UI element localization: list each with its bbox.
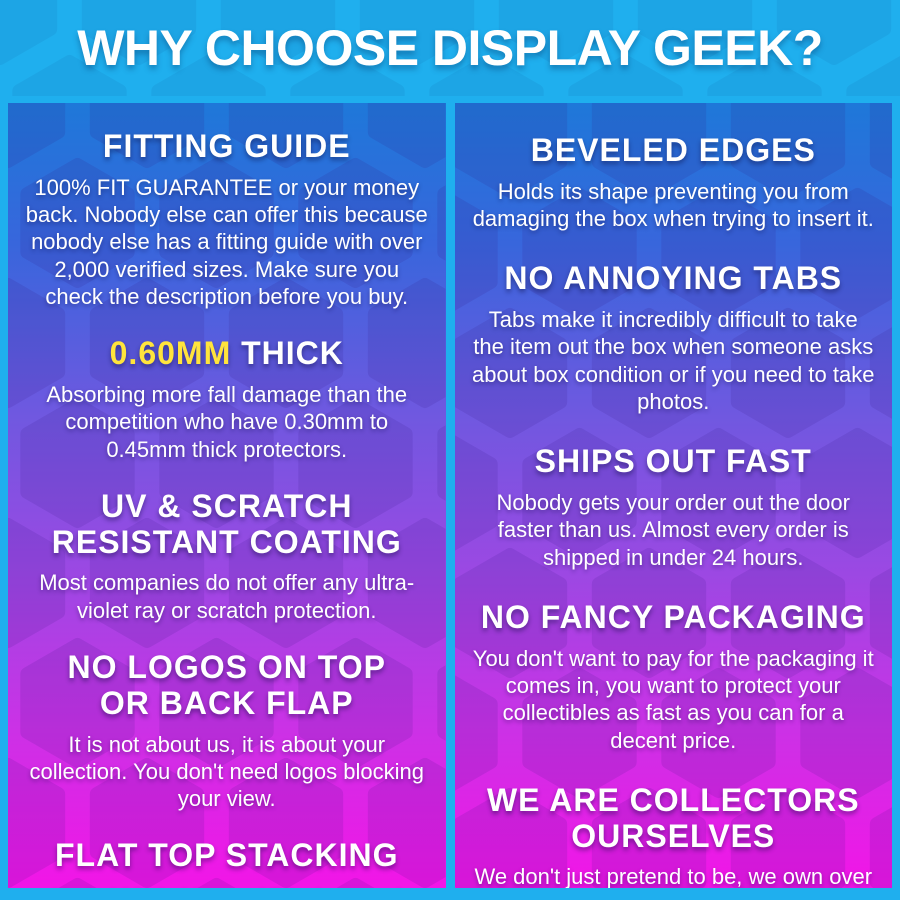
section-heading: SHIPS OUT FAST — [471, 443, 877, 480]
page-title: WHY CHOOSE DISPLAY GEEK? — [77, 20, 823, 76]
title-banner: WHY CHOOSE DISPLAY GEEK? — [0, 0, 900, 96]
section-heading: NO ANNOYING TABS — [471, 260, 877, 297]
section-heading: WE ARE COLLECTORS OURSELVES — [471, 781, 877, 855]
section-no-logos: NO LOGOS ON TOP OR BACK FLAP It is not ab… — [24, 648, 430, 812]
section-heading-line1: UV & SCRATCH — [101, 487, 353, 524]
section-heading-text: NO ANNOYING TABS — [504, 260, 843, 297]
section-heading-line2: RESISTANT COATING — [51, 523, 402, 560]
section-heading-text: BEVELED EDGES — [530, 132, 816, 168]
section-heading: NO FANCY PACKAGING — [471, 598, 877, 636]
thickness-value: 0.60MM — [109, 335, 232, 372]
hexagon-pattern — [8, 103, 446, 888]
section-beveled-edges: BEVELED EDGES Holds its shape preventing… — [471, 132, 877, 232]
section-thickness: 0.60MM THICK Absorbing more fall damage … — [24, 335, 430, 463]
section-heading: FLAT TOP STACKING — [24, 838, 430, 874]
section-no-annoying-tabs: NO ANNOYING TABS Tabs make it incredibly… — [471, 260, 877, 415]
section-heading-text: THICK — [241, 335, 344, 372]
section-ships-out-fast: SHIPS OUT FAST Nobody gets your order ou… — [471, 443, 877, 571]
section-fitting-guide: FITTING GUIDE 100% FIT GUARANTEE or your… — [24, 128, 430, 310]
section-heading-line1: WE ARE COLLECTORS — [486, 781, 860, 818]
section-body: It is not about us, it is about your col… — [29, 731, 424, 812]
section-body: We don't just pretend to be, we own over… — [474, 864, 873, 888]
section-body: No bubbled sides and lids that need resh… — [24, 883, 430, 888]
left-column-content: FITTING GUIDE 100% FIT GUARANTEE or your… — [8, 103, 446, 888]
section-body: Tabs make it incredibly difficult to tak… — [472, 307, 875, 414]
hexagon-pattern — [0, 0, 900, 96]
section-heading: NO LOGOS ON TOP OR BACK FLAP — [24, 648, 430, 722]
section-heading-text: SHIPS OUT FAST — [534, 443, 812, 480]
section-heading-text: NO FANCY PACKAGING — [480, 598, 866, 635]
section-flat-top-stacking: FLAT TOP STACKING No bubbled sides and l… — [24, 838, 430, 888]
content-columns: FITTING GUIDE 100% FIT GUARANTEE or your… — [0, 96, 900, 900]
section-heading: BEVELED EDGES — [471, 132, 877, 169]
section-heading-line2: OR BACK FLAP — [99, 684, 354, 721]
section-heading-line2: OURSELVES — [571, 817, 776, 854]
section-body: Nobody gets your order out the door fast… — [496, 490, 850, 570]
section-heading: FITTING GUIDE — [24, 128, 430, 165]
section-heading-text: FLAT TOP STACKING — [54, 837, 399, 874]
section-body: Most companies do not offer any ultra-vi… — [39, 570, 415, 623]
right-column-content: BEVELED EDGES Holds its shape preventing… — [455, 103, 893, 888]
section-body: Absorbing more fall damage than the comp… — [46, 381, 408, 462]
left-panel: FITTING GUIDE 100% FIT GUARANTEE or your… — [8, 103, 446, 888]
hexagon-pattern — [454, 103, 892, 888]
section-uv-coating: UV & SCRATCH RESISTANT COATING Most compa… — [24, 487, 430, 624]
section-body: 100% FIT GUARANTEE or your money back. N… — [25, 174, 428, 309]
section-no-fancy-packaging: NO FANCY PACKAGING You don't want to pay… — [471, 598, 877, 754]
section-heading-text: FITTING GUIDE — [102, 128, 351, 164]
right-panel: BEVELED EDGES Holds its shape preventing… — [454, 103, 893, 888]
section-heading: 0.60MM THICK — [24, 335, 430, 372]
section-body: You don't want to pay for the packaging … — [472, 645, 874, 753]
section-we-are-collectors: WE ARE COLLECTORS OURSELVES We don't just… — [471, 781, 877, 888]
section-heading: UV & SCRATCH RESISTANT COATING — [24, 487, 430, 561]
section-body: Holds its shape preventing you from dama… — [472, 178, 874, 232]
section-heading-line1: NO LOGOS ON TOP — [67, 648, 386, 685]
